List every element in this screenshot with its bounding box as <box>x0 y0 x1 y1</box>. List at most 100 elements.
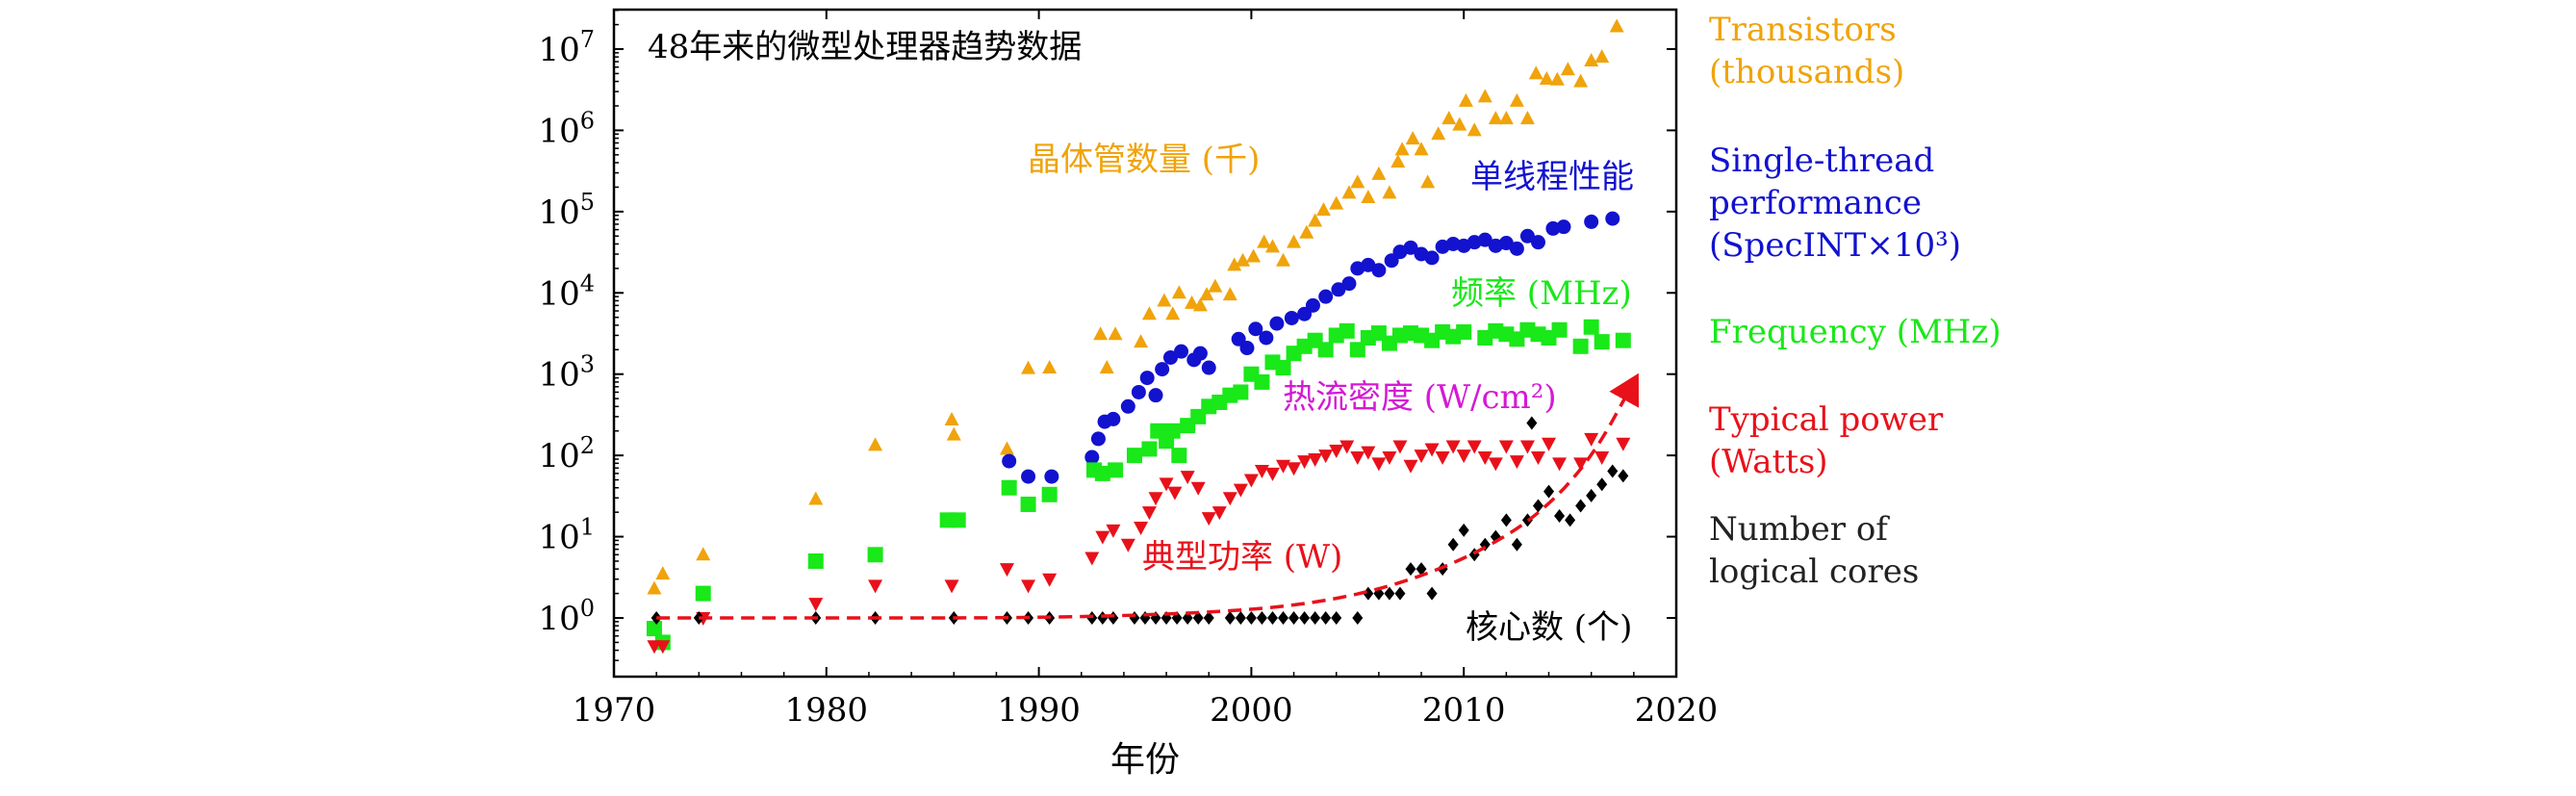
y-tick-label: 106 <box>538 107 595 150</box>
data-point <box>1246 248 1262 263</box>
data-point <box>1405 562 1416 577</box>
data-point <box>1090 431 1106 447</box>
data-point <box>1329 195 1344 210</box>
x-tick-label: 2000 <box>1210 691 1293 730</box>
data-point <box>1174 344 1189 359</box>
data-point <box>1002 453 1017 469</box>
data-point <box>1099 360 1114 374</box>
data-point <box>1596 477 1608 492</box>
x-tick-label: 1990 <box>997 691 1081 730</box>
data-point <box>646 621 662 637</box>
axes-layer: 1970 1980 1990 2000 2010 2020 100 101 102 103 104 1… <box>538 9 1718 730</box>
data-point <box>1618 469 1629 483</box>
data-point <box>946 426 961 441</box>
data-point <box>1041 486 1058 502</box>
data-point <box>1331 611 1342 625</box>
data-point <box>1403 459 1418 474</box>
data-point <box>807 552 824 569</box>
data-point <box>1456 449 1471 464</box>
data-point <box>1287 234 1302 248</box>
data-point <box>1554 509 1566 524</box>
data-point <box>1607 464 1619 478</box>
data-point <box>1363 586 1374 601</box>
data-point <box>1414 141 1429 156</box>
data-point <box>1594 451 1610 466</box>
data-point <box>1139 371 1155 386</box>
data-point <box>1519 111 1535 125</box>
data-point <box>1276 252 1291 267</box>
data-point <box>1477 89 1492 103</box>
data-point <box>1180 471 1195 485</box>
y-tick-label: 102 <box>538 432 595 475</box>
legend-single-thread-line-3: (SpecINT×10³) <box>1709 226 1961 265</box>
data-point <box>1488 111 1503 125</box>
data-point <box>1526 416 1538 430</box>
data-point <box>1609 18 1624 33</box>
y-tick-label: 101 <box>538 514 595 557</box>
data-point <box>1148 388 1163 403</box>
data-point <box>1426 586 1438 601</box>
data-point <box>1222 492 1237 506</box>
data-point <box>1594 334 1610 350</box>
data-point <box>1093 326 1109 341</box>
y-tick-label: 100 <box>538 595 595 638</box>
data-point <box>808 598 824 612</box>
legend-power-line-1: Typical power <box>1709 400 1944 439</box>
data-point <box>1164 423 1181 439</box>
data-point <box>695 585 711 602</box>
data-point <box>1021 579 1036 594</box>
data-point <box>1542 437 1557 451</box>
data-point <box>1456 323 1472 340</box>
annotation-single-thread: 单线程性能 <box>1470 158 1634 196</box>
data-point <box>1305 297 1320 313</box>
data-point <box>1042 573 1058 587</box>
data-point <box>1108 611 1119 625</box>
data-point <box>808 491 824 505</box>
data-point <box>1352 611 1364 625</box>
data-point <box>1165 306 1181 321</box>
data-point <box>1264 467 1280 481</box>
data-point <box>1616 437 1631 451</box>
data-point <box>1320 611 1332 625</box>
data-point <box>1167 486 1183 501</box>
plot-frame <box>612 8 1678 679</box>
data-point <box>1447 537 1459 552</box>
data-point <box>1222 287 1237 301</box>
series-1 <box>1002 211 1620 484</box>
data-point <box>1403 240 1418 255</box>
data-point <box>1572 338 1589 354</box>
data-point <box>1458 523 1469 537</box>
data-point <box>1021 360 1036 374</box>
data-point <box>696 547 711 561</box>
legend-cores-line-2: logical cores <box>1709 552 1919 591</box>
data-point <box>1120 538 1135 552</box>
data-point <box>1498 111 1514 125</box>
data-point <box>1551 321 1568 338</box>
data-point <box>868 437 883 451</box>
data-point <box>1382 451 1397 466</box>
data-point <box>1371 457 1387 472</box>
data-point <box>1477 232 1492 247</box>
data-point <box>1435 451 1450 466</box>
legend-single-thread-line-1: Single-thread <box>1709 141 1934 180</box>
data-point <box>950 512 966 528</box>
data-point <box>1201 360 1216 375</box>
data-point <box>1192 297 1208 312</box>
data-point <box>1256 611 1267 625</box>
data-point <box>1488 457 1503 472</box>
legend-power-line-2: (Watts) <box>1709 443 1828 481</box>
data-point <box>1192 611 1204 625</box>
data-point <box>1269 316 1285 331</box>
data-point <box>1361 446 1376 460</box>
data-point <box>999 563 1014 578</box>
data-point <box>1126 448 1142 464</box>
data-point <box>1120 398 1135 414</box>
legend-item-cores: Number of logical cores <box>1709 510 1919 591</box>
y-tick-label: 104 <box>538 270 595 313</box>
data-point <box>1171 285 1186 299</box>
data-point <box>1543 484 1555 499</box>
data-point <box>1141 506 1157 521</box>
data-point <box>1509 92 1524 107</box>
data-point <box>1227 257 1242 271</box>
legend-cores-line-1: Number of <box>1709 510 1890 549</box>
